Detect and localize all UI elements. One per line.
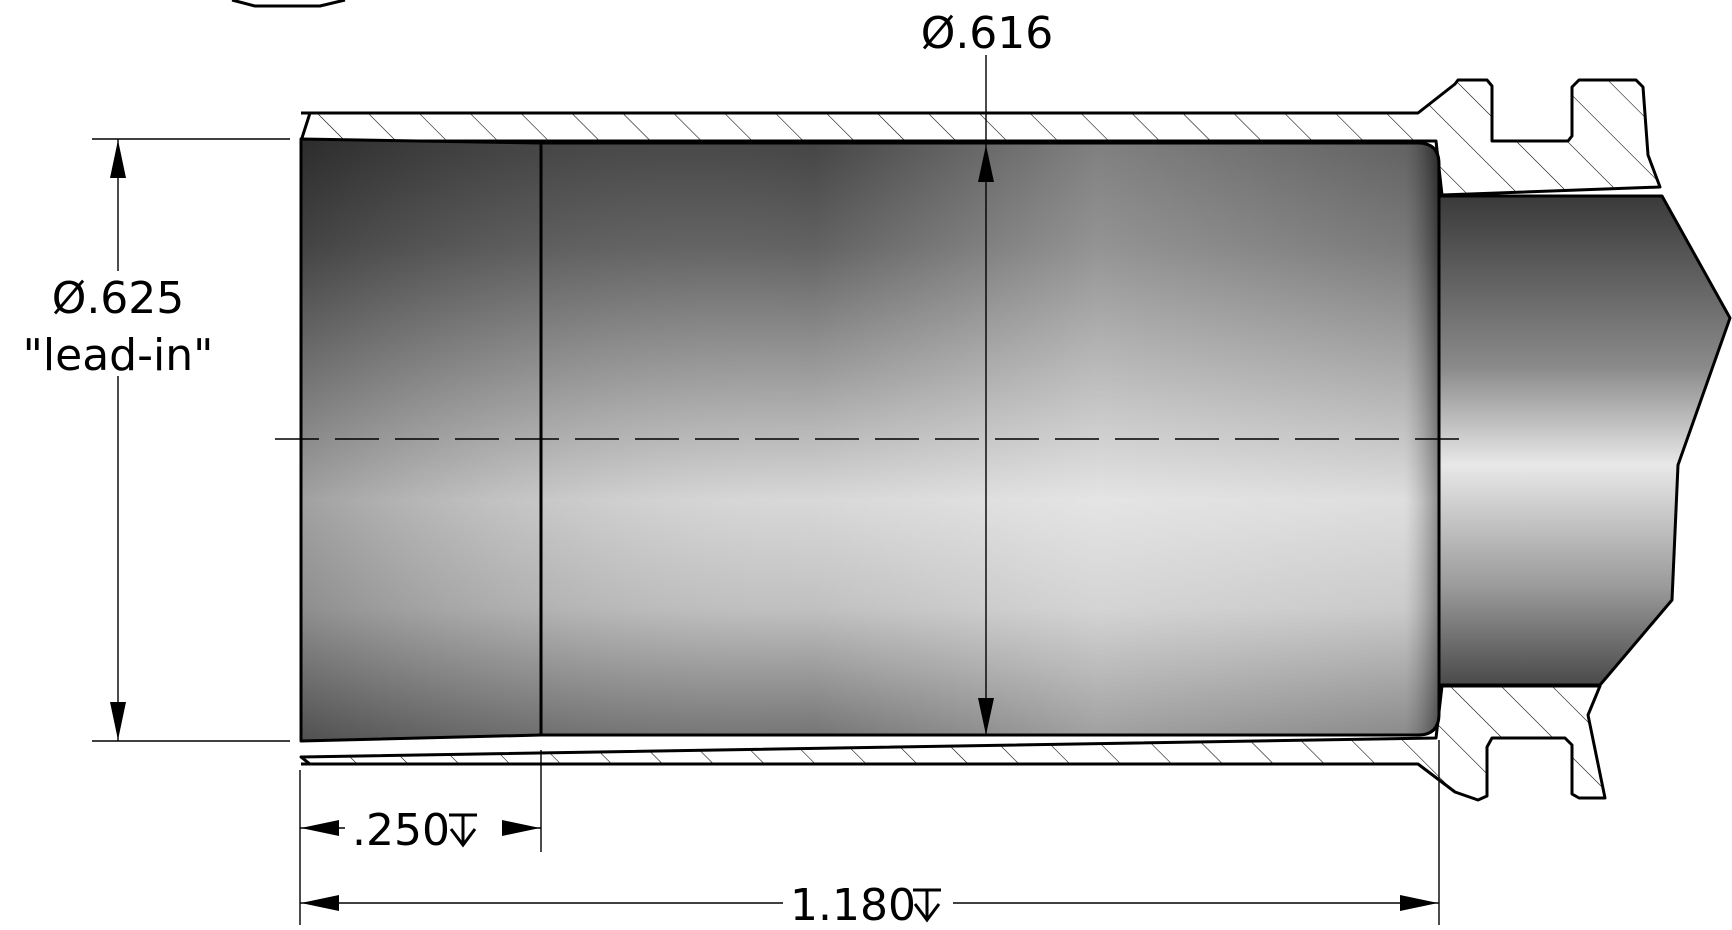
bore-depth-label: 1.180	[790, 880, 916, 930]
main-bore	[299, 137, 1441, 743]
depth-symbol-icon	[913, 888, 941, 923]
right-chamber-bore	[1437, 194, 1732, 687]
lead-in-diameter-label: Ø.625	[52, 273, 185, 324]
lead-in-diameter-dimension	[92, 138, 290, 742]
bore-depth-dimension	[300, 895, 1439, 911]
lead-in-depth-dimension	[300, 820, 541, 836]
partial-edge-feature	[231, 0, 346, 8]
depth-symbol-icon	[449, 813, 477, 848]
lead-in-note: "lead-in"	[23, 330, 214, 381]
bore-diameter-label: Ø.616	[921, 8, 1054, 59]
lead-in-depth-label: .250	[352, 805, 450, 856]
bore-diameter-dimension	[978, 55, 994, 735]
upper-wall-section	[299, 78, 1662, 197]
